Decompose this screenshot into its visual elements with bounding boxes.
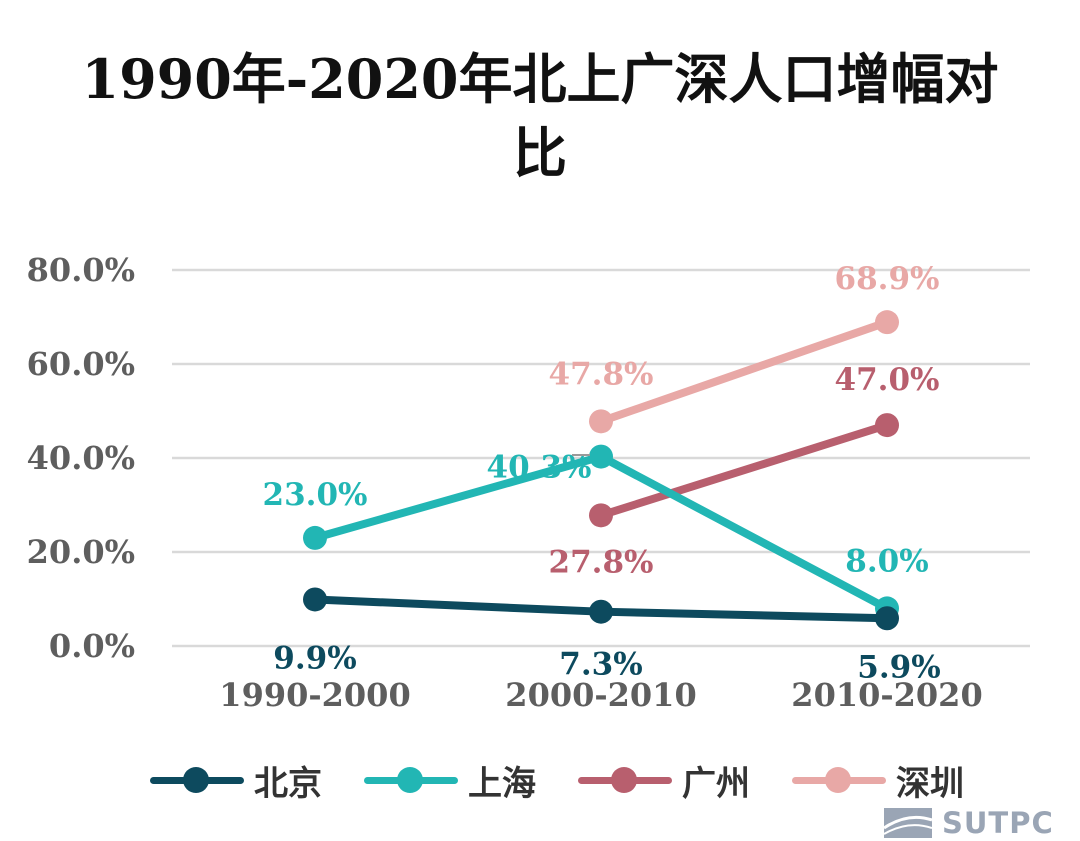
legend-swatch-shenzhen <box>792 766 886 794</box>
x-axis-ticks: 1990-2000 2000-2010 2010-2020 <box>219 676 982 714</box>
data-point <box>875 413 899 438</box>
data-point <box>589 444 613 469</box>
y-tick-label: 80.0% <box>27 251 135 289</box>
legend-label-guangzhou: 广州 <box>682 763 750 804</box>
data-labels: 47.8%68.9%27.8%47.0%23.0%40.3%8.0%9.9% 7.… <box>263 261 941 685</box>
watermark-text: SUTPC <box>942 806 1054 840</box>
data-point <box>303 587 327 612</box>
data-label: 9.9% <box>273 640 356 676</box>
data-point <box>875 310 899 335</box>
chart-title: 1990年-2020年北上广深人口增幅对比 <box>81 47 999 185</box>
series-line <box>597 318 891 426</box>
watermark: SUTPC <box>884 806 1054 840</box>
data-label: 5.9% <box>857 649 940 685</box>
legend-swatch-beijing <box>150 766 244 794</box>
sutpc-logo-icon <box>884 808 932 838</box>
legend-label-shenzhen: 深圳 <box>896 763 964 804</box>
data-label: 7.3% <box>559 647 642 683</box>
series-line <box>311 452 891 613</box>
y-tick-label: 20.0% <box>27 533 135 571</box>
data-label: 68.9% <box>835 261 940 297</box>
data-point <box>589 409 613 434</box>
y-tick-label: 0.0% <box>49 627 135 665</box>
y-tick-label: 60.0% <box>27 345 135 383</box>
legend-swatch-shanghai <box>364 766 458 794</box>
x-tick-label: 1990-2000 <box>219 676 410 714</box>
data-point <box>303 525 327 550</box>
legend-item-shenzhen[interactable]: 深圳 <box>792 756 964 805</box>
data-point <box>589 503 613 528</box>
legend-item-shanghai[interactable]: 上海 <box>364 756 536 805</box>
data-label: 23.0% <box>263 477 368 513</box>
legend-label-beijing: 北京 <box>254 763 322 804</box>
data-label: 47.8% <box>549 356 654 392</box>
data-label: 47.0% <box>835 362 940 398</box>
series-lines <box>303 310 899 631</box>
x-tick-label: 2000-2010 <box>505 676 696 714</box>
legend-swatch-guangzhou <box>578 766 672 794</box>
legend-item-beijing[interactable]: 北京 <box>150 756 322 805</box>
x-tick-label: 2010-2020 <box>791 676 982 714</box>
y-tick-label: 40.0% <box>27 439 135 477</box>
y-axis-ticks: 0.0% 20.0% 40.0% 60.0% 80.0% <box>27 251 135 665</box>
data-label: 8.0% <box>845 543 928 579</box>
data-point <box>875 606 899 631</box>
legend: 北京 上海 广州 深圳 <box>150 755 964 805</box>
data-label: 27.8% <box>549 544 654 580</box>
data-point <box>589 599 613 624</box>
legend-label-shanghai: 上海 <box>468 763 536 804</box>
legend-item-guangzhou[interactable]: 广州 <box>578 756 750 805</box>
series-line <box>597 421 891 520</box>
